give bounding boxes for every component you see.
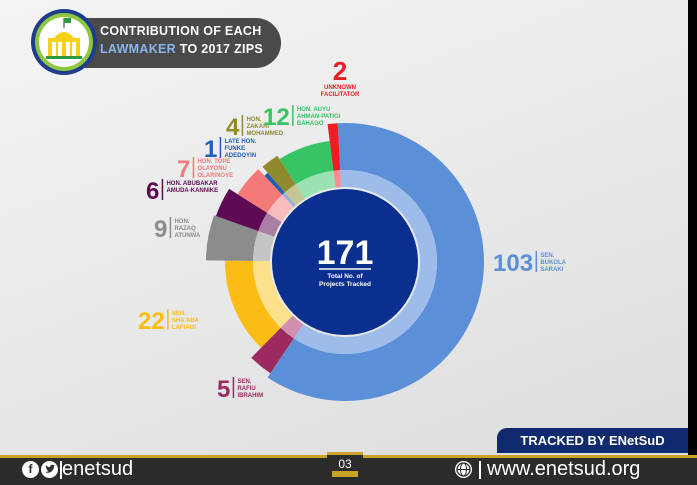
donut-slice-inner: [253, 231, 275, 262]
slice-name-line: ATUNWA: [174, 233, 201, 239]
slice-name-line: SEN.: [237, 379, 251, 385]
donut-slice-inner: [267, 194, 294, 222]
donut-slice-outer: [267, 123, 484, 402]
donut-center: [272, 189, 418, 335]
slice-name-line: HON.: [174, 219, 189, 225]
slice-value: 12: [263, 104, 290, 131]
slice-value: 22: [138, 308, 165, 335]
social-handle[interactable]: enetsud: [62, 458, 134, 480]
slice-name-line: SEN.: [540, 253, 554, 259]
footer-separator: [479, 461, 481, 479]
title-rest: to 2017 ZIPs: [176, 42, 264, 56]
slice-name-line: AHMAN-PATIGI: [297, 114, 341, 120]
slice-name-line: SARAKI: [540, 267, 563, 273]
donut-slice-inner: [282, 192, 296, 208]
donut-slice-inner: [293, 170, 437, 354]
donut-slice-inner: [253, 260, 293, 328]
title-highlight: Lawmaker: [100, 42, 177, 56]
edge-strip: [688, 0, 697, 455]
slice-name-line: ZAKARI: [246, 124, 269, 130]
slice-name-line: RAFIU: [237, 386, 255, 392]
website-link[interactable]: www.enetsud.org: [487, 458, 641, 480]
title-banner: [66, 18, 281, 68]
donut-slice-inner: [295, 170, 336, 199]
slice-name-line: LATE HON.: [224, 139, 256, 145]
slice-name-line: ADEDOYIN: [224, 153, 256, 159]
slice-value: 4: [226, 114, 240, 141]
slice-value: 5: [217, 376, 230, 403]
slice-value: 6: [146, 178, 159, 205]
donut-slice-outer: [251, 327, 294, 374]
slice-value: 7: [177, 156, 190, 183]
donut-slice-outer: [225, 260, 281, 348]
slice-name-line: SEN.: [172, 311, 186, 317]
slice-value: 9: [154, 216, 167, 243]
slice-name-line: SHA'ABA: [172, 318, 200, 324]
twitter-icon[interactable]: [41, 461, 58, 478]
slice-name-line: HON. AUYU: [297, 107, 330, 113]
facebook-icon[interactable]: f: [22, 461, 39, 478]
globe-glyph: [456, 462, 471, 477]
slice-name-line: MOHAMMED: [246, 131, 283, 137]
assembly-logo: [31, 9, 97, 75]
donut-slice-inner: [333, 170, 342, 188]
footer-separator: [60, 461, 62, 479]
slice-name-line: OLAYONU: [197, 166, 226, 172]
slice-name-line: FACILITATOR: [321, 92, 360, 98]
globe-icon: [455, 461, 472, 478]
donut-slice-inner: [258, 212, 282, 237]
slice-name-line: HON. TOPE: [197, 159, 230, 165]
donut-slice-outer: [262, 155, 296, 193]
slice-name-line: BUKOLA: [540, 260, 566, 266]
donut-slice-outer: [264, 172, 285, 195]
slice-name-line: IBRAHIM: [237, 393, 263, 399]
donut-slice-inner: [280, 315, 304, 339]
slice-name-line: LAFIAGI: [172, 325, 196, 331]
slice-name-line: RAZAQ: [174, 226, 196, 232]
slice-name-line: HON. ABUBAKAR: [166, 181, 218, 187]
slice-name-line: BAHAGO: [297, 121, 324, 127]
donut-slice-outer: [215, 188, 268, 232]
center-value: 171: [317, 234, 374, 272]
slice-name-line: HON.: [246, 117, 261, 123]
donut-slice-outer: [279, 140, 334, 185]
center-label-line-2: Projects Tracked: [319, 281, 371, 288]
twitter-bird-glyph: [45, 464, 55, 473]
slice-name-line: FUNKE: [224, 146, 245, 152]
slice-value: 1: [204, 136, 217, 163]
donut-slice-outer: [237, 169, 283, 213]
slice-name-line: UNKNOWN: [324, 85, 356, 91]
title-line-1: Contribution of Each: [100, 24, 262, 38]
page-tab-base: [332, 471, 358, 477]
center-label-line-1: Total No. of: [327, 273, 363, 280]
slice-name-line: AMUDA-KANNIKE: [166, 188, 218, 194]
donut-slice-inner: [284, 184, 305, 206]
title-line-2: Lawmaker to 2017 ZIPs: [100, 42, 263, 56]
tracked-by-banner: TRACKED BY ENetSuD: [497, 428, 688, 453]
slice-value: 2: [333, 56, 347, 86]
donut-slice-outer: [327, 123, 341, 171]
slice-value: 103: [493, 250, 533, 277]
slice-name-line: OLARINOYE: [197, 173, 233, 179]
donut-slice-outer: [206, 215, 259, 261]
